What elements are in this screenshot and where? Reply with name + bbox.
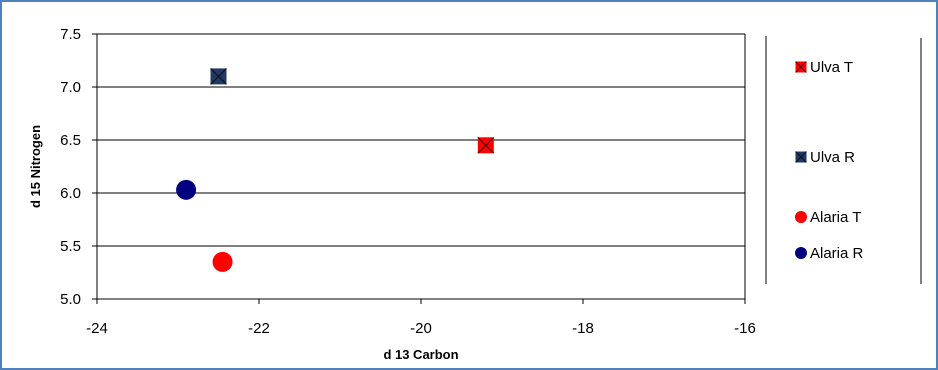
data-point-s3-0	[176, 179, 197, 200]
x-axis-title: d 13 Carbon	[383, 347, 458, 362]
x-tick-label-4: -16	[734, 320, 756, 337]
data-point-s0-0-cross-b	[477, 136, 495, 154]
legend-marker-2	[795, 211, 807, 223]
y-tick-label-3: 6.5	[60, 132, 81, 149]
legend-marker-1	[795, 151, 807, 163]
legend-marker-0-cross-b	[795, 61, 807, 73]
legend-marker-3-shape	[795, 247, 807, 259]
legend-marker-2-shape	[795, 211, 807, 223]
legend-label-3: Alaria R	[810, 245, 864, 262]
y-tick-label-5: 7.5	[60, 26, 81, 43]
legend-label-2: Alaria T	[810, 209, 861, 226]
legend-marker-1-cross-b	[795, 151, 807, 163]
data-point-s1-0	[210, 67, 227, 85]
x-tick-label-0: -24	[86, 320, 108, 337]
legend-marker-3	[795, 247, 807, 259]
data-point-s3-0-shape	[176, 179, 197, 200]
y-tick-label-2: 6.0	[60, 185, 81, 202]
y-axis-title: d 15 Nitrogen	[28, 125, 43, 208]
data-point-s2-0	[212, 251, 233, 272]
y-tick-label-1: 5.5	[60, 238, 81, 255]
y-tick-label-0: 5.0	[60, 291, 81, 308]
legend-label-0: Ulva T	[810, 59, 853, 76]
x-tick-label-1: -22	[248, 320, 270, 337]
x-tick-label-3: -18	[572, 320, 594, 337]
x-tick-label-2: -20	[410, 320, 432, 337]
legend-label-1: Ulva R	[810, 149, 855, 166]
data-point-s0-0	[477, 136, 495, 154]
data-point-s2-0-shape	[212, 251, 233, 272]
legend-marker-0	[795, 61, 807, 73]
data-point-s1-0-cross-b	[210, 67, 227, 85]
y-tick-label-4: 7.0	[60, 79, 81, 96]
